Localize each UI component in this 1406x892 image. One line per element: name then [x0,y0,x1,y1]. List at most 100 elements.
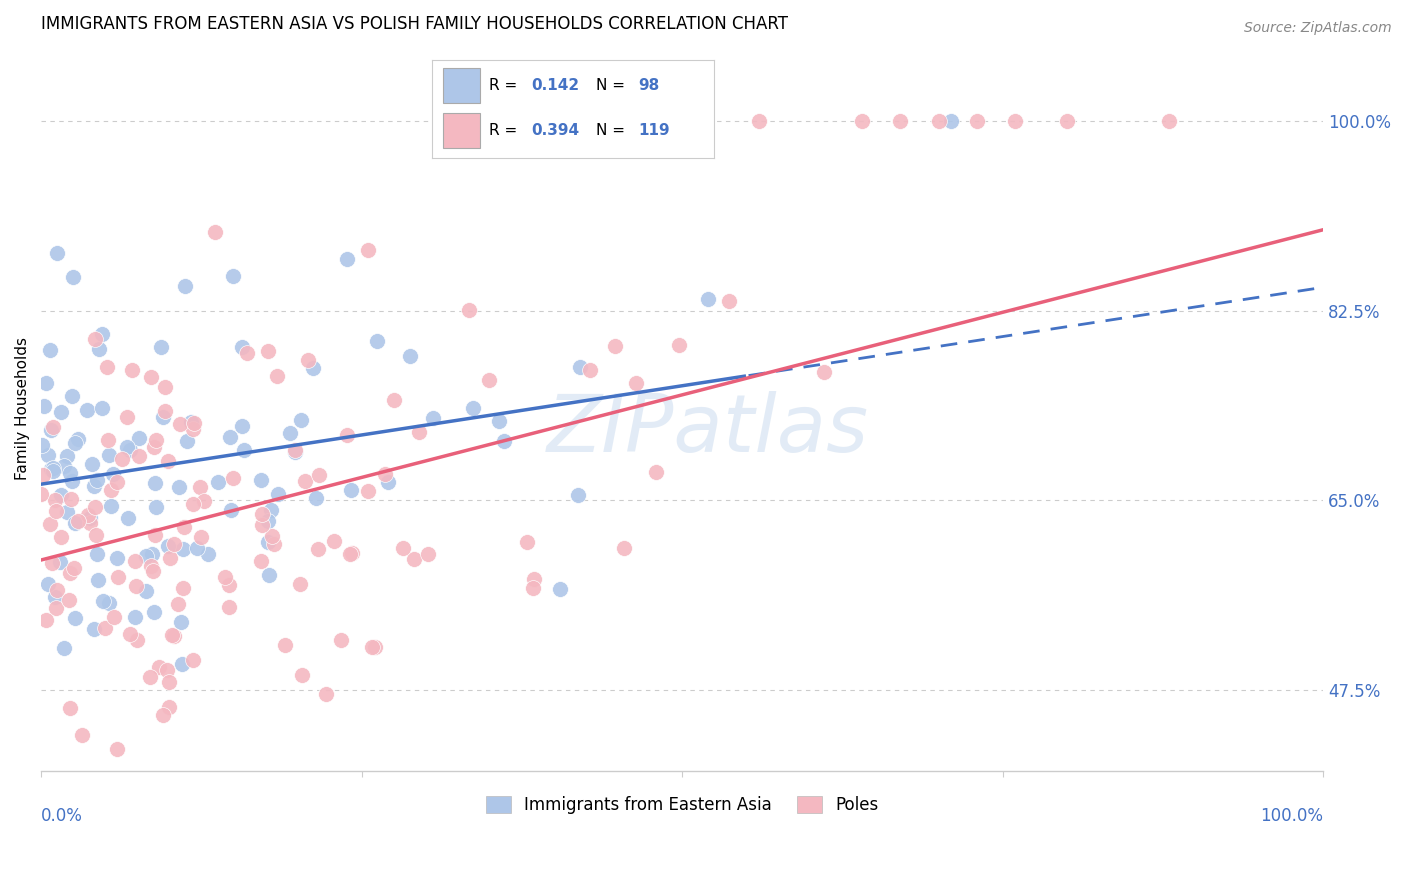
Point [135,583,157,598]
Point [323,533,346,548]
Point [173,520,195,534]
Point [59,467,82,481]
Point [152,707,174,722]
Point [408,425,430,439]
Point [59,566,82,580]
Point [83,332,105,346]
Point [231,418,253,433]
Point [128,431,150,445]
Point [301,360,323,375]
Point [222,470,245,484]
Point [53,458,76,473]
Point [145,433,167,447]
Point [67,514,90,528]
Point [83,622,105,636]
Point [49,530,72,544]
Point [274,638,297,652]
Point [250,518,273,533]
Point [42,464,65,478]
Point [260,529,283,543]
Point [45,601,67,615]
Text: 0.0%: 0.0% [41,807,83,825]
Point [49,488,72,502]
Point [717,293,740,308]
Point [139,370,162,384]
Point [90,326,112,341]
Point [96,360,118,375]
Point [79,516,101,530]
Point [49,405,72,419]
Point [56,505,79,519]
Point [37,448,59,462]
Point [748,114,770,128]
Point [180,416,202,430]
Point [356,243,378,257]
Point [186,541,208,555]
Point [941,114,963,128]
Point [167,479,190,493]
Point [120,443,142,458]
Point [170,615,193,629]
Point [340,546,363,560]
Point [548,582,571,597]
Point [181,497,204,511]
Point [374,467,396,481]
Point [44,493,66,508]
Point [105,475,128,489]
Point [291,668,314,682]
Point [56,449,79,463]
Point [45,504,67,518]
Point [169,417,191,431]
Point [121,363,143,377]
Point [399,349,422,363]
Point [58,593,80,607]
Point [290,576,312,591]
Point [170,657,193,671]
Point [35,613,58,627]
Point [207,475,229,490]
Point [1159,114,1181,128]
Point [162,536,184,550]
Point [297,352,319,367]
Point [96,434,118,448]
Point [125,579,148,593]
Point [263,537,285,551]
Point [360,640,382,654]
Point [117,409,139,424]
Point [120,627,142,641]
Point [257,568,280,582]
Point [49,555,72,569]
Text: Source: ZipAtlas.com: Source: ZipAtlas.com [1244,21,1392,35]
Point [117,511,139,525]
Point [339,483,361,498]
Point [416,547,439,561]
Point [63,611,86,625]
Point [266,368,288,383]
Point [889,114,911,128]
Point [181,422,204,436]
Point [219,430,242,444]
Point [222,269,245,284]
Point [105,742,128,756]
Point [156,453,179,467]
Point [250,473,273,487]
Point [163,629,186,643]
Point [336,427,359,442]
Point [153,404,176,418]
Point [98,448,121,462]
Point [250,507,273,521]
Point [522,581,544,595]
Point [232,443,254,458]
Point [124,609,146,624]
Point [188,480,211,494]
Point [145,500,167,514]
Point [250,554,273,568]
Point [336,252,359,266]
Point [34,399,56,413]
Point [966,114,988,128]
Point [35,376,58,391]
Point [143,605,166,619]
Point [257,344,280,359]
Point [62,561,84,575]
Point [139,559,162,574]
